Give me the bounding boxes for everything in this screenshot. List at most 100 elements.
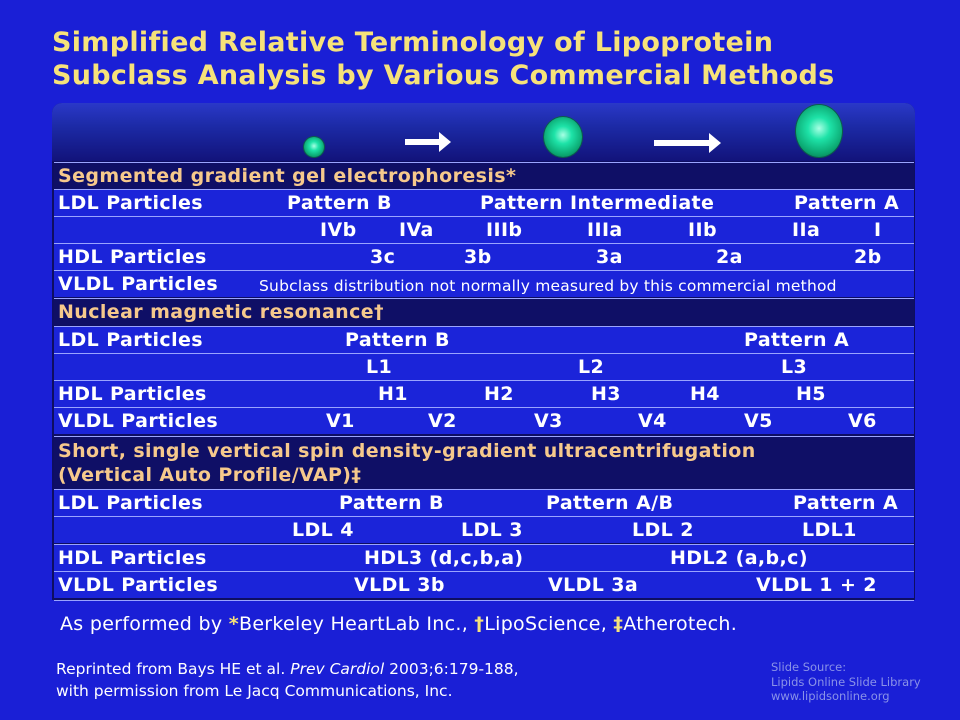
- table-row: LDL 4 LDL 3 LDL 2 LDL1: [54, 516, 914, 543]
- row-label: VLDL Particles: [58, 574, 219, 596]
- table-cell: L1: [366, 356, 393, 378]
- section-heading-line-2: (Vertical Auto Profile/VAP)‡: [58, 464, 362, 486]
- table-cell: Pattern A: [793, 492, 899, 514]
- table-cell: L3: [781, 356, 808, 378]
- table-cell: 2a: [716, 246, 743, 268]
- table-row: L1 L2 L3: [54, 353, 914, 380]
- footnote-company-2: LipoScience,: [484, 613, 614, 635]
- section-heading-line-1: Short, single vertical spin density-grad…: [58, 440, 756, 462]
- table-cell: V4: [638, 410, 667, 432]
- source-line-2: Lipids Online Slide Library: [771, 674, 921, 689]
- source-line-1: Slide Source:: [771, 660, 847, 674]
- footnote-mark-dagger: †: [474, 613, 485, 635]
- table-cell: IIb: [688, 219, 717, 241]
- section-heading-text: Nuclear magnetic resonance†: [58, 301, 384, 323]
- table-row: VLDL Particles V1 V2 V3 V4 V5 V6: [54, 407, 914, 434]
- table-cell: V6: [848, 410, 877, 432]
- source-url: www.lipidsonline.org: [771, 689, 890, 703]
- footnote-mark-double-dagger: ‡: [613, 613, 624, 635]
- section-heading-vap: Short, single vertical spin density-grad…: [54, 436, 914, 489]
- table-row: LDL Particles Pattern B Pattern Intermed…: [54, 189, 914, 216]
- table-cell: HDL3 (d,c,b,a): [364, 547, 524, 569]
- row-label: HDL Particles: [58, 383, 207, 405]
- table-cell: L2: [578, 356, 605, 378]
- small-particle-icon: [304, 137, 324, 157]
- table-cell: 2b: [854, 246, 882, 268]
- citation-pre: Reprinted from Bays HE et al.: [56, 660, 291, 678]
- table-row: LDL Particles Pattern B Pattern A/B Patt…: [54, 489, 914, 516]
- slide-source: Slide Source: Lipids Online Slide Librar…: [771, 660, 921, 704]
- table-cell: HDL2 (a,b,c): [670, 547, 808, 569]
- table-cell: 3a: [596, 246, 623, 268]
- table-cell: H5: [796, 383, 826, 405]
- title-line-2: Subclass Analysis by Various Commercial …: [52, 60, 835, 91]
- section-heading-nmr: Nuclear magnetic resonance†: [54, 298, 914, 325]
- table-row: HDL Particles 3c 3b 3a 2a 2b: [54, 243, 914, 270]
- footnote-mark-asterisk: *: [228, 613, 239, 635]
- table-row: LDL Particles Pattern B Pattern A: [54, 326, 914, 353]
- method-footnote: As performed by *Berkeley HeartLab Inc.,…: [60, 613, 737, 635]
- table-cell: 3c: [370, 246, 396, 268]
- table-row: VLDL Particles VLDL 3b VLDL 3a VLDL 1 + …: [54, 571, 914, 598]
- table-cell: IVa: [399, 219, 434, 241]
- citation-journal: Prev Cardiol: [290, 660, 385, 678]
- table-cell: H4: [690, 383, 720, 405]
- citation: Reprinted from Bays HE et al. Prev Cardi…: [56, 658, 519, 702]
- row-label: HDL Particles: [58, 547, 207, 569]
- table-cell: LDL1: [802, 519, 857, 541]
- table-bottom-border: [54, 600, 914, 601]
- table-cell: V5: [744, 410, 773, 432]
- citation-line-2: with permission from Le Jacq Communicati…: [56, 682, 453, 700]
- table-cell: Pattern A/B: [546, 492, 674, 514]
- table-cell: VLDL 3a: [548, 574, 639, 596]
- footnote-company-1: Berkeley HeartLab Inc.,: [238, 613, 475, 635]
- table-cell: Pattern A: [744, 329, 850, 351]
- row-label: LDL Particles: [58, 492, 203, 514]
- table-cell: IIIa: [587, 219, 623, 241]
- table-cell: 3b: [464, 246, 492, 268]
- table-cell: LDL 4: [292, 519, 354, 541]
- table-row: HDL Particles HDL3 (d,c,b,a) HDL2 (a,b,c…: [54, 544, 914, 571]
- row-label: VLDL Particles: [58, 410, 219, 432]
- particle-size-header: [52, 103, 915, 161]
- table-cell: VLDL 1 + 2: [756, 574, 877, 596]
- medium-particle-icon: [544, 117, 582, 157]
- section-heading-text: Short, single vertical spin density-grad…: [58, 439, 756, 487]
- table-cell: V3: [534, 410, 563, 432]
- table-cell: Pattern B: [287, 192, 392, 214]
- title-line-1: Simplified Relative Terminology of Lipop…: [52, 27, 774, 58]
- table-cell: V1: [326, 410, 355, 432]
- table-cell: Pattern Intermediate: [480, 192, 715, 214]
- slide-title: Simplified Relative Terminology of Lipop…: [52, 26, 932, 92]
- table-row: VLDL Particles Subclass distribution not…: [54, 270, 914, 297]
- table-cell: LDL 3: [461, 519, 523, 541]
- table-cell: H1: [378, 383, 408, 405]
- table-cell-note: Subclass distribution not normally measu…: [259, 277, 837, 295]
- table-cell: IIIb: [486, 219, 523, 241]
- table-row: HDL Particles H1 H2 H3 H4 H5: [54, 380, 914, 407]
- footnote-prefix: As performed by: [60, 613, 229, 635]
- table-cell: Pattern A: [794, 192, 900, 214]
- table-cell: Pattern B: [339, 492, 444, 514]
- table-cell: IIa: [792, 219, 821, 241]
- row-label: LDL Particles: [58, 329, 203, 351]
- arrow-right-icon: [654, 133, 721, 153]
- row-label: VLDL Particles: [58, 273, 219, 295]
- citation-post: 2003;6:179-188,: [384, 660, 519, 678]
- table-cell: V2: [428, 410, 457, 432]
- table-cell: IVb: [320, 219, 357, 241]
- table-cell: H2: [484, 383, 514, 405]
- row-label: LDL Particles: [58, 192, 203, 214]
- section-heading-text: Segmented gradient gel electrophoresis*: [58, 165, 517, 187]
- footnote-company-3: Atherotech.: [623, 613, 738, 635]
- row-label: HDL Particles: [58, 246, 207, 268]
- large-particle-icon: [796, 105, 842, 157]
- table-cell: I: [874, 219, 882, 241]
- table-row: IVb IVa IIIb IIIa IIb IIa I: [54, 216, 914, 243]
- table-cell: LDL 2: [632, 519, 694, 541]
- table-cell: VLDL 3b: [354, 574, 445, 596]
- table-cell: Pattern B: [345, 329, 450, 351]
- table-cell: H3: [591, 383, 621, 405]
- arrow-right-icon: [405, 132, 451, 152]
- section-heading-gge: Segmented gradient gel electrophoresis*: [54, 162, 914, 189]
